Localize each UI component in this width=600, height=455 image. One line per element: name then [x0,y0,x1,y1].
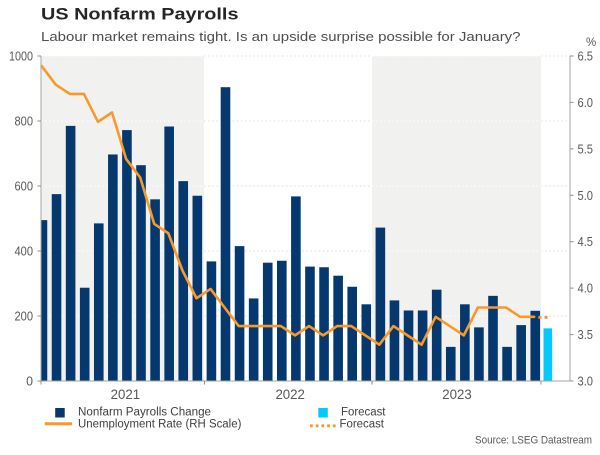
svg-text:400: 400 [15,244,34,259]
svg-text:Forecast: Forecast [341,406,386,418]
svg-text:%: % [586,37,596,49]
svg-text:0: 0 [26,374,33,389]
svg-text:Nonfarm Payrolls Change: Nonfarm Payrolls Change [78,406,211,418]
svg-text:800: 800 [15,114,34,129]
svg-text:4.0: 4.0 [578,281,594,296]
svg-text:5.0: 5.0 [578,188,594,203]
svg-text:US Nonfarm Payrolls: US Nonfarm Payrolls [41,5,238,24]
svg-text:4.5: 4.5 [578,234,594,249]
svg-text:1000: 1000 [9,49,33,64]
svg-text:Labour market remains tight. I: Labour market remains tight. Is an upsid… [41,29,521,44]
svg-text:2022: 2022 [275,387,305,402]
svg-text:6.5: 6.5 [578,49,594,64]
svg-text:3.5: 3.5 [578,327,594,342]
svg-text:Forecast: Forecast [340,418,385,430]
svg-text:600: 600 [15,179,34,194]
svg-text:200: 200 [15,309,34,324]
svg-text:5.5: 5.5 [578,141,594,156]
svg-text:Unemployment Rate (RH Scale): Unemployment Rate (RH Scale) [78,418,242,430]
svg-text:6.0: 6.0 [578,95,594,110]
svg-text:2023: 2023 [442,387,472,402]
svg-text:3.0: 3.0 [578,374,594,389]
svg-text:2021: 2021 [111,387,141,402]
svg-text:Source: LSEG Datastream: Source: LSEG Datastream [475,435,592,447]
